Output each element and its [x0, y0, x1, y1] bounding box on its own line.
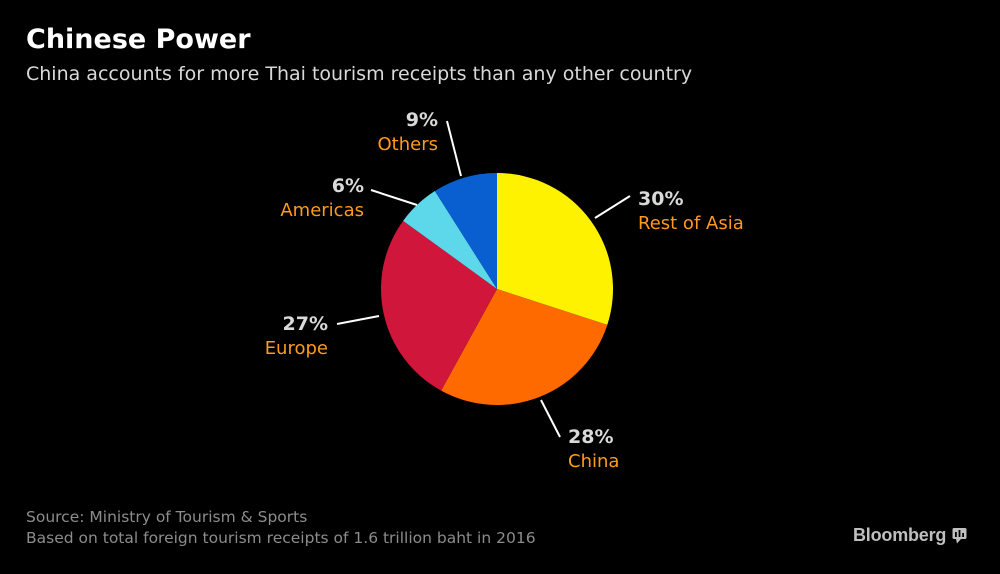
value-label-europe: 27%: [283, 313, 328, 335]
pie-slice-others: [434, 173, 497, 289]
leader-line-others: [446, 120, 462, 177]
chart-subtitle: China accounts for more Thai tourism rec…: [26, 63, 693, 85]
value-label-americas: 6%: [332, 175, 364, 197]
pie-slice-rest-of-asia: [497, 173, 613, 325]
leader-line-americas: [370, 189, 418, 206]
pie-slice-americas: [403, 191, 497, 289]
leader-line-europe: [336, 315, 380, 325]
category-label-rest-of-asia: Rest of Asia: [638, 213, 744, 234]
bloomberg-terminal-icon: [952, 528, 967, 544]
pie-slice-europe: [381, 220, 497, 391]
value-label-china: 28%: [568, 426, 613, 448]
category-label-americas: Americas: [280, 200, 364, 221]
category-label-europe: Europe: [265, 338, 328, 359]
source-note: Source: Ministry of Tourism & Sports: [26, 508, 308, 526]
footnote: Based on total foreign tourism receipts …: [26, 529, 536, 547]
leader-line-rest-of-asia: [594, 195, 631, 219]
category-label-china: China: [568, 451, 619, 472]
leader-line-china: [540, 399, 561, 438]
chart-title: Chinese Power: [26, 24, 251, 55]
pie-slice-china: [441, 289, 608, 405]
value-label-rest-of-asia: 30%: [638, 188, 683, 210]
category-label-others: Others: [378, 134, 439, 155]
value-label-others: 9%: [406, 109, 438, 131]
brand-logo: Bloomberg: [853, 525, 967, 546]
brand-name: Bloomberg: [853, 525, 947, 545]
